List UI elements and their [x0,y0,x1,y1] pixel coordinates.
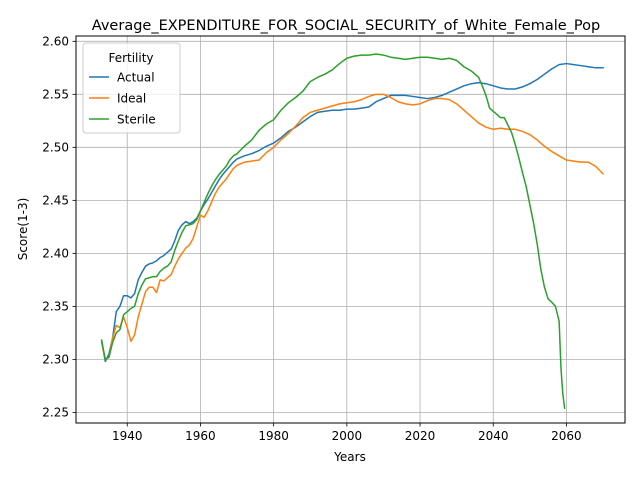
y-axis-label: Score(1-3) [16,198,30,261]
x-tick-label: 2060 [551,429,582,443]
y-axis-ticks: 2.25 2.30 2.35 2.40 2.45 2.50 2.55 2.60 [42,34,76,419]
x-axis-ticks: 1940 1960 1980 2000 2020 2040 2060 [112,423,582,443]
chart-title: Average_EXPENDITURE_FOR_SOCIAL_SECURITY_… [92,18,600,34]
y-tick-label: 2.30 [42,352,69,366]
legend-title: Fertility [108,51,153,65]
y-tick-label: 2.25 [42,405,69,419]
x-tick-label: 1980 [258,429,289,443]
series-line-ideal [102,94,603,359]
legend-label-actual: Actual [117,71,155,85]
y-tick-label: 2.60 [42,34,69,48]
legend-label-ideal: Ideal [117,92,146,106]
y-tick-label: 2.40 [42,246,69,260]
y-tick-label: 2.55 [42,87,69,101]
x-tick-label: 2020 [405,429,436,443]
legend-label-sterile: Sterile [117,113,156,127]
legend: Fertility Actual Ideal Sterile [83,43,180,133]
x-tick-label: 1940 [112,429,143,443]
x-tick-label: 2000 [332,429,363,443]
y-tick-label: 2.50 [42,140,69,154]
y-tick-label: 2.45 [42,193,69,207]
x-tick-label: 1960 [185,429,216,443]
x-tick-label: 2040 [478,429,509,443]
x-axis-label: Years [333,450,366,464]
y-tick-label: 2.35 [42,299,69,313]
